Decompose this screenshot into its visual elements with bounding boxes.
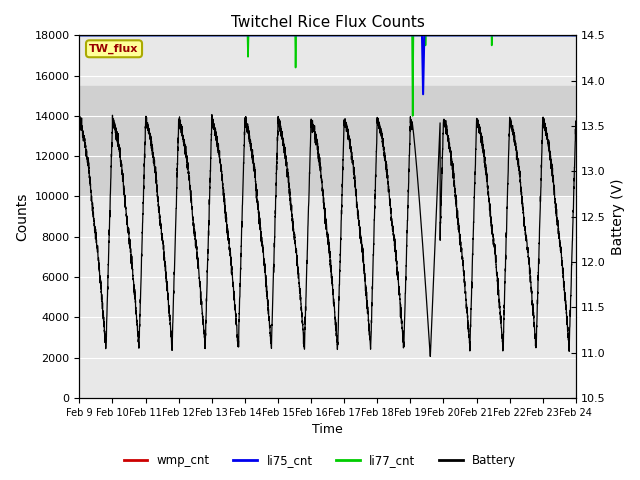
Text: TW_flux: TW_flux bbox=[90, 44, 139, 54]
Bar bbox=[79, 86, 576, 196]
Title: Twitchel Rice Flux Counts: Twitchel Rice Flux Counts bbox=[230, 15, 424, 30]
Y-axis label: Battery (V): Battery (V) bbox=[611, 179, 625, 255]
X-axis label: Time: Time bbox=[312, 423, 343, 436]
Y-axis label: Counts: Counts bbox=[15, 192, 29, 241]
Legend: wmp_cnt, li75_cnt, li77_cnt, Battery: wmp_cnt, li75_cnt, li77_cnt, Battery bbox=[119, 449, 521, 472]
